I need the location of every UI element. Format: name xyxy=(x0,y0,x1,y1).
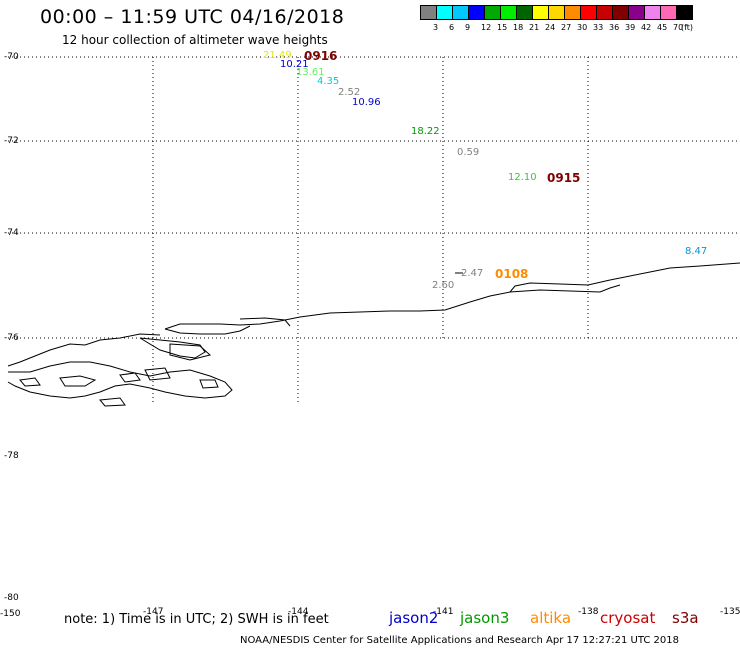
color-swatch: 42 xyxy=(628,5,651,32)
wave-height-label: 4.35 xyxy=(317,76,340,87)
wave-height-label: 8.47 xyxy=(685,246,708,257)
time-label: 0915 xyxy=(547,171,581,185)
color-swatch: 36 xyxy=(596,5,619,32)
coastline xyxy=(7,262,740,407)
color-swatch: 3 xyxy=(420,5,438,32)
color-swatch: 9 xyxy=(452,5,470,32)
credit-line: NOAA/NESDIS Center for Satellite Applica… xyxy=(240,635,679,646)
grid-lines xyxy=(8,56,740,405)
wave-height-label: 10.21 xyxy=(280,59,309,70)
lon-label: -138 xyxy=(578,607,599,617)
map-title: 00:00 – 11:59 UTC 04/16/2018 xyxy=(40,6,345,28)
color-scale: 3 6 9 12 15 18 21 24 27 30 33 36 39 42 4… xyxy=(420,5,693,32)
lon-label: -141 xyxy=(433,607,454,617)
wave-height-label: 13.61 xyxy=(296,67,325,78)
map-subtitle: 12 hour collection of altimeter wave hei… xyxy=(62,33,328,47)
satellite-legend-cryosat: cryosat xyxy=(600,609,656,627)
wave-height-label: 12.10 xyxy=(508,172,537,183)
color-swatch: 39 xyxy=(612,5,635,32)
color-swatch: 12 xyxy=(468,5,491,32)
color-swatch: (ft) xyxy=(676,5,693,32)
wave-height-label: 0.59 xyxy=(457,147,480,158)
footer-note: note: 1) Time is in UTC; 2) SWH is in fe… xyxy=(64,612,329,627)
lat-label: -70 xyxy=(4,52,19,62)
color-swatch: 21 xyxy=(516,5,539,32)
wave-height-label: 2.60 xyxy=(432,280,455,291)
wave-height-label: 2.52 xyxy=(338,87,361,98)
satellite-legend-jason2: jason2 xyxy=(389,609,439,627)
color-swatch: 18 xyxy=(500,5,523,32)
lon-label: -144 xyxy=(288,607,309,617)
color-swatch: 24 xyxy=(532,5,555,32)
lon-label: -150 xyxy=(0,609,21,619)
color-swatch: 70 xyxy=(660,5,683,32)
satellite-legend-s3a: s3a xyxy=(672,609,699,627)
color-swatch: 45 xyxy=(644,5,667,32)
wave-height-label: 10.96 xyxy=(352,97,381,108)
wave-height-label: 21.49 xyxy=(263,50,292,61)
color-swatch: 27 xyxy=(548,5,571,32)
lat-label: -78 xyxy=(4,451,19,461)
lon-label: -135 xyxy=(720,607,740,617)
lat-label: -76 xyxy=(4,333,19,343)
time-label: 0916 xyxy=(304,49,338,63)
color-swatch: 6 xyxy=(436,5,454,32)
lat-label: -80 xyxy=(4,593,19,603)
time-label: 0108 xyxy=(495,267,529,281)
wave-height-label: 2.47 xyxy=(461,268,484,279)
color-swatch: 30 xyxy=(564,5,587,32)
color-swatch: 33 xyxy=(580,5,603,32)
satellite-legend-jason3: jason3 xyxy=(460,609,510,627)
color-swatch: 15 xyxy=(484,5,507,32)
satellite-legend-altika: altika xyxy=(530,609,572,627)
lat-label: -74 xyxy=(4,228,19,238)
wave-height-label: 18.22 xyxy=(411,126,440,137)
lon-label: -147 xyxy=(143,607,164,617)
lat-label: -72 xyxy=(4,136,19,146)
